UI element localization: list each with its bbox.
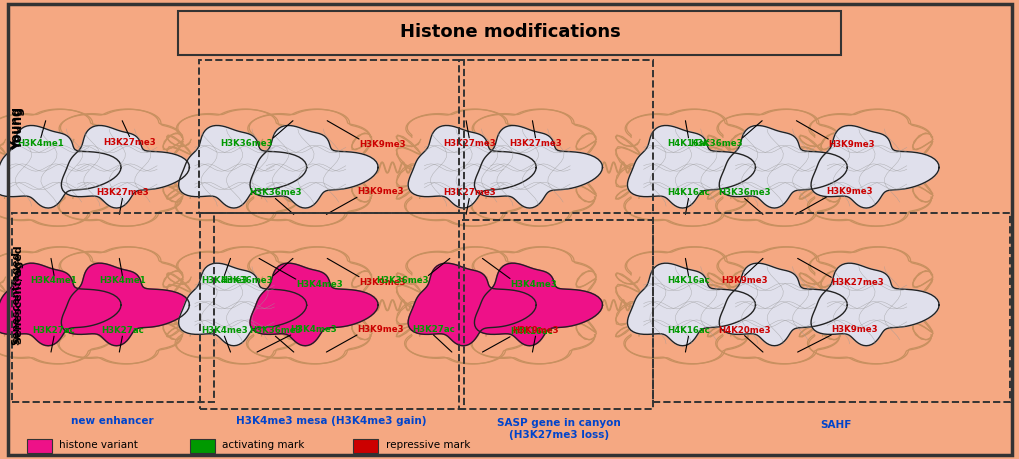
Text: H4K16ac: H4K16ac	[666, 276, 709, 285]
Text: H3K27me3: H3K27me3	[103, 138, 156, 146]
Polygon shape	[250, 125, 378, 208]
Text: H3K27me3: H3K27me3	[830, 278, 883, 287]
Text: H3K9me3: H3K9me3	[830, 325, 877, 334]
Polygon shape	[408, 125, 536, 208]
Text: new enhancer: new enhancer	[70, 416, 154, 426]
Text: H3K4me1: H3K4me1	[99, 276, 146, 285]
Text: H3K27me3: H3K27me3	[442, 139, 495, 148]
Polygon shape	[810, 263, 938, 346]
Text: H3K27me3: H3K27me3	[96, 189, 149, 197]
Polygon shape	[61, 125, 190, 208]
Polygon shape	[627, 125, 755, 208]
Text: H3K9me3: H3K9me3	[359, 278, 406, 287]
Polygon shape	[0, 263, 121, 346]
Text: H3K36me3: H3K36me3	[375, 276, 428, 285]
Text: Young: Young	[10, 107, 22, 150]
Text: H3K9me3: H3K9me3	[357, 325, 404, 334]
Text: H3K27ac: H3K27ac	[101, 326, 144, 335]
Text: H4K16ac: H4K16ac	[666, 189, 709, 197]
Text: H3K4me3: H3K4me3	[201, 276, 248, 285]
Bar	[459, 60, 652, 213]
Bar	[200, 213, 464, 409]
Text: H3K4me3: H3K4me3	[290, 325, 337, 334]
Text: H3K27me3: H3K27me3	[442, 189, 495, 197]
Text: H3K4me3: H3K4me3	[201, 326, 248, 335]
Polygon shape	[810, 125, 938, 208]
Bar	[353, 439, 378, 453]
Bar	[26, 439, 52, 453]
Text: H3K36me3: H3K36me3	[249, 189, 302, 197]
Polygon shape	[474, 263, 602, 346]
Text: H3K9me3: H3K9me3	[825, 187, 872, 196]
Text: Senescent/aged: Senescent/aged	[11, 252, 21, 345]
Polygon shape	[178, 263, 307, 346]
Text: H3K27ac: H3K27ac	[33, 326, 75, 335]
Polygon shape	[718, 125, 847, 208]
Text: H3K9me3: H3K9me3	[512, 326, 558, 335]
Bar	[199, 60, 464, 213]
Polygon shape	[627, 263, 755, 346]
Bar	[178, 11, 841, 55]
Text: Young: Young	[12, 107, 24, 150]
Text: H4K16ac: H4K16ac	[666, 139, 709, 148]
Text: H3K4me3: H3K4me3	[510, 280, 556, 289]
Text: H3K9me3: H3K9me3	[827, 140, 874, 149]
Polygon shape	[718, 263, 847, 346]
Text: H3K36me3: H3K36me3	[717, 189, 770, 197]
Text: H4K20me3: H4K20me3	[717, 325, 770, 335]
Text: repressive mark: repressive mark	[385, 440, 470, 450]
Text: H4K16ac: H4K16ac	[666, 326, 709, 335]
Text: H3K4me3: H3K4me3	[296, 280, 342, 289]
Text: H4K16ac: H4K16ac	[510, 327, 552, 336]
Text: H3K27me3: H3K27me3	[508, 139, 561, 148]
Text: histone variant: histone variant	[59, 440, 138, 450]
Text: H3K36me3: H3K36me3	[689, 139, 742, 148]
Bar	[652, 213, 1009, 402]
Polygon shape	[178, 125, 307, 208]
Text: H3K36me3: H3K36me3	[249, 326, 302, 335]
Polygon shape	[61, 263, 190, 346]
Text: H3K36me3: H3K36me3	[220, 139, 273, 148]
Polygon shape	[474, 125, 602, 208]
Text: Histone modifications: Histone modifications	[399, 23, 620, 41]
Text: H3K9me3: H3K9me3	[357, 187, 404, 196]
Text: H3K27ac: H3K27ac	[412, 325, 454, 334]
Polygon shape	[408, 263, 536, 346]
Text: activating mark: activating mark	[222, 440, 305, 450]
Text: H3K36me3: H3K36me3	[220, 276, 273, 285]
Polygon shape	[0, 125, 121, 208]
Text: H3K4me1: H3K4me1	[31, 276, 77, 285]
Bar	[12, 213, 214, 402]
Text: SASP gene in canyon
(H3K27me3 loss): SASP gene in canyon (H3K27me3 loss)	[496, 418, 621, 440]
Text: H3K9me3: H3K9me3	[359, 140, 406, 149]
Text: Senescent/aged: Senescent/aged	[13, 244, 23, 344]
Bar	[459, 220, 652, 409]
Text: SAHF: SAHF	[820, 420, 851, 430]
Text: H3K4me3 mesa (H3K4me3 gain): H3K4me3 mesa (H3K4me3 gain)	[236, 416, 426, 426]
Text: H3K9me3: H3K9me3	[720, 276, 767, 285]
Bar	[190, 439, 215, 453]
Polygon shape	[250, 263, 378, 346]
Text: H3K4me1: H3K4me1	[17, 139, 64, 148]
